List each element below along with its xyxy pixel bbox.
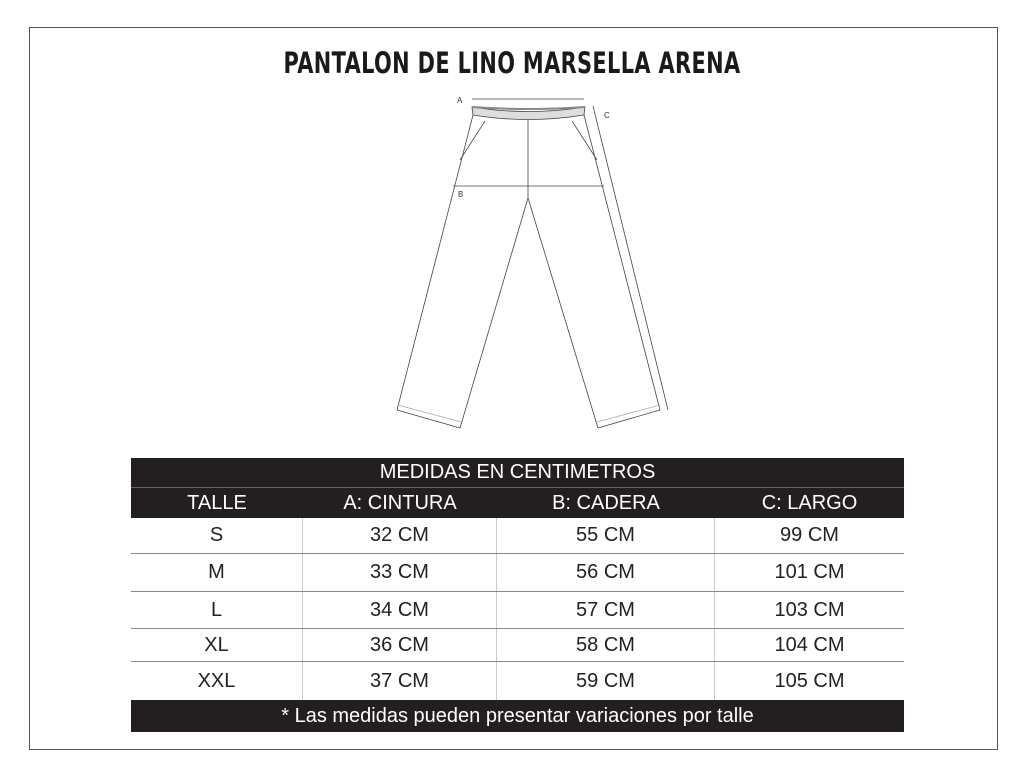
- table-row: S 32 CM 55 CM 99 CM: [131, 518, 904, 554]
- right-pocket: [571, 120, 598, 161]
- cell-cintura: 36 CM: [303, 629, 497, 661]
- cell-cadera: 58 CM: [497, 629, 715, 661]
- header-cadera: B: CADERA: [552, 491, 660, 514]
- label-c: C: [604, 111, 610, 120]
- table-footnote: * Las medidas pueden presentar variacion…: [281, 704, 754, 727]
- header-cintura: A: CINTURA: [343, 491, 457, 514]
- cell-cadera: 56 CM: [497, 554, 715, 591]
- label-a: A: [457, 96, 463, 105]
- page-title: PANTALON DE LINO MARSELLA ARENA: [283, 46, 741, 80]
- table-banner: MEDIDAS EN CENTIMETROS: [379, 461, 656, 483]
- cell-cintura: 33 CM: [303, 554, 497, 591]
- cell-cintura: 37 CM: [303, 662, 497, 700]
- header-talle: TALLE: [187, 491, 247, 514]
- table-row: XXL 37 CM 59 CM 105 CM: [131, 662, 904, 700]
- cell-largo: 103 CM: [774, 598, 845, 621]
- cell-largo: 105 CM: [774, 669, 845, 692]
- cell-talle: L: [131, 592, 303, 628]
- left-pocket: [459, 120, 486, 161]
- size-table: MEDIDAS EN CENTIMETROS TALLE A: CINTURA …: [131, 458, 904, 732]
- cell-talle: M: [131, 554, 303, 591]
- table-row: XL 36 CM 58 CM 104 CM: [131, 629, 904, 662]
- table-banner-row: MEDIDAS EN CENTIMETROS: [131, 458, 904, 488]
- page-frame: [29, 27, 998, 750]
- cell-talle: S: [131, 518, 303, 553]
- cell-largo: 101 CM: [774, 561, 845, 583]
- cell-cintura: 34 CM: [303, 592, 497, 628]
- table-row: M 33 CM 56 CM 101 CM: [131, 554, 904, 592]
- cell-cintura: 32 CM: [303, 518, 497, 553]
- cell-cadera: 57 CM: [497, 592, 715, 628]
- table-footnote-row: * Las medidas pueden presentar variacion…: [131, 700, 904, 732]
- header-largo: C: LARGO: [761, 491, 858, 514]
- right-hem: [596, 404, 661, 423]
- left-hem: [397, 404, 462, 423]
- label-b: B: [458, 190, 463, 199]
- pants-diagram: A B C: [396, 96, 669, 429]
- cell-talle: XL: [131, 629, 303, 661]
- cell-largo: 99 CM: [780, 524, 839, 546]
- cell-largo: 104 CM: [774, 633, 845, 656]
- cell-cadera: 59 CM: [497, 662, 715, 700]
- pants-outline: [396, 114, 661, 429]
- waistband-top: [471, 106, 586, 110]
- cell-talle: XXL: [131, 662, 303, 700]
- cell-cadera: 55 CM: [497, 518, 715, 553]
- dimension-c-line: [592, 105, 669, 411]
- table-header-row: TALLE A: CINTURA B: CADERA C: LARGO: [131, 488, 904, 518]
- table-row: L 34 CM 57 CM 103 CM: [131, 592, 904, 629]
